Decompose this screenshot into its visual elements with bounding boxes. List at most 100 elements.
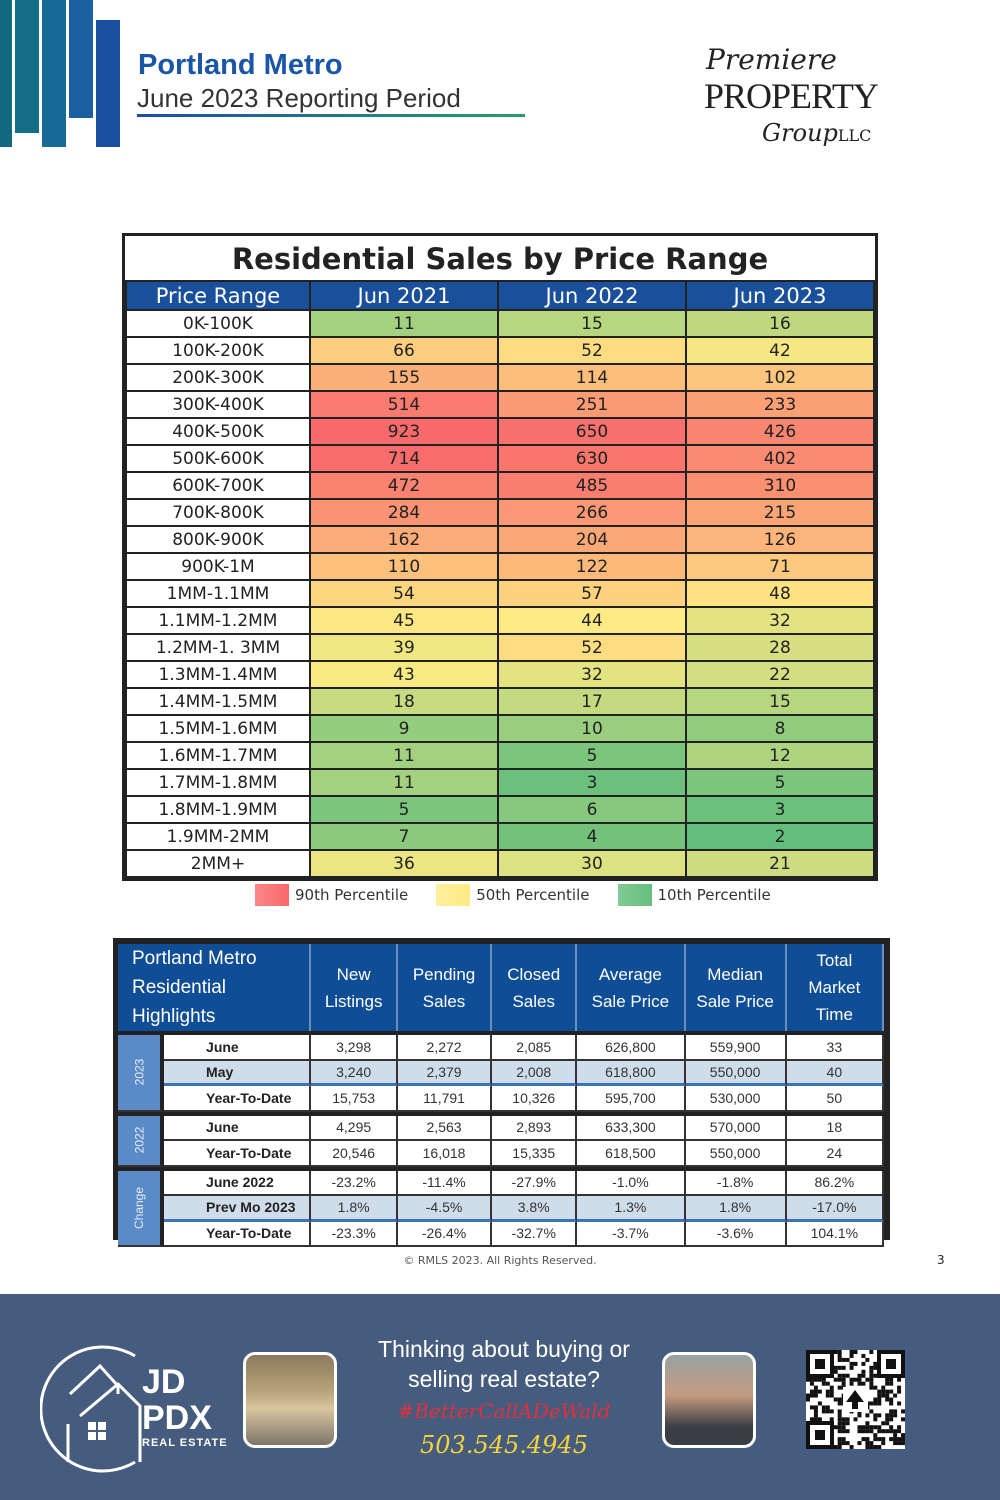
row-label: Year-To-Date bbox=[164, 1221, 312, 1247]
price-range-table: Residential Sales by Price Range Price R… bbox=[122, 233, 878, 881]
value-cell: -1.0% bbox=[577, 1170, 686, 1196]
jd-pdx-logo: JD PDX REAL ESTATE bbox=[40, 1344, 230, 1474]
table-row: 900K-1M 110 122 71 bbox=[125, 552, 875, 581]
table-row: 700K-800K 284 266 215 bbox=[125, 498, 875, 527]
value-cell: 2,272 bbox=[397, 1035, 493, 1061]
value-cell: 595,700 bbox=[577, 1086, 686, 1112]
value-cell: 104.1% bbox=[786, 1221, 884, 1247]
table-row: 0K-100K 11 15 16 bbox=[125, 309, 875, 338]
table-row: 1.1MM-1.2MM 45 44 32 bbox=[125, 606, 875, 635]
value-cell: 16,018 bbox=[397, 1141, 493, 1167]
price-range-cell: 700K-800K bbox=[125, 498, 311, 527]
value-cell: -26.4% bbox=[397, 1221, 493, 1247]
highlights-table: Portland Metro Residential Highlights New… bbox=[113, 938, 890, 1247]
sales-count-cell: 45 bbox=[309, 606, 499, 635]
price-range-cell: 800K-900K bbox=[125, 525, 311, 554]
table-row: 800K-900K 162 204 126 bbox=[125, 525, 875, 554]
legend-label: 90th Percentile bbox=[295, 886, 409, 904]
row-label: June bbox=[164, 1035, 312, 1061]
price-range-cell: 600K-700K bbox=[125, 471, 311, 500]
table-row: 100K-200K 66 52 42 bbox=[125, 336, 875, 365]
value-cell: 50 bbox=[786, 1086, 884, 1112]
table-row: 1.3MM-1.4MM 43 32 22 bbox=[125, 660, 875, 689]
value-cell: 3,298 bbox=[311, 1035, 398, 1061]
sales-count-cell: 10 bbox=[497, 714, 687, 743]
logo-jd: JD bbox=[142, 1363, 186, 1401]
value-cell: 1.8% bbox=[311, 1196, 398, 1222]
agent-photo-man bbox=[662, 1352, 756, 1448]
sales-count-cell: 284 bbox=[309, 498, 499, 527]
page-number: 3 bbox=[937, 1253, 945, 1267]
logo-pdx: PDX bbox=[142, 1399, 212, 1437]
sales-count-cell: 3 bbox=[685, 795, 875, 824]
sales-count-cell: 215 bbox=[685, 498, 875, 527]
column-header: Closed Sales bbox=[492, 944, 578, 1031]
sales-count-cell: 923 bbox=[309, 417, 499, 446]
qr-code[interactable] bbox=[806, 1350, 906, 1450]
legend-item: 50th Percentile bbox=[436, 884, 590, 906]
price-range-cell: 1.8MM-1.9MM bbox=[125, 795, 311, 824]
sales-count-cell: 44 bbox=[497, 606, 687, 635]
sales-count-cell: 204 bbox=[497, 525, 687, 554]
value-cell: -11.4% bbox=[397, 1170, 493, 1196]
price-range-cell: 1.9MM-2MM bbox=[125, 822, 311, 851]
hashtag: #BetterCallADeWald bbox=[397, 1399, 611, 1423]
sales-count-cell: 17 bbox=[497, 687, 687, 716]
value-cell: 3.8% bbox=[492, 1196, 578, 1222]
table-row: Prev Mo 2023 1.8% -4.5% 3.8% 1.3% 1.8% -17.0% bbox=[118, 1196, 884, 1222]
sales-count-cell: 42 bbox=[685, 336, 875, 365]
value-cell: 530,000 bbox=[685, 1086, 787, 1112]
sales-count-cell: 11 bbox=[309, 768, 499, 797]
reporting-period: June 2023 Reporting Period bbox=[137, 83, 461, 113]
value-cell: 10,326 bbox=[492, 1086, 578, 1112]
price-range-cell: 500K-600K bbox=[125, 444, 311, 473]
sales-count-cell: 39 bbox=[309, 633, 499, 662]
table-row: May 3,240 2,379 2,008 618,800 550,000 40 bbox=[118, 1060, 884, 1086]
value-cell: 40 bbox=[786, 1060, 884, 1086]
value-cell: 33 bbox=[786, 1035, 884, 1061]
table-row: 600K-700K 472 485 310 bbox=[125, 471, 875, 500]
value-cell: -1.8% bbox=[685, 1170, 787, 1196]
legend-swatch bbox=[617, 884, 652, 906]
price-range-cell: 400K-500K bbox=[125, 417, 311, 446]
table-row: 2MM+ 36 30 21 bbox=[125, 849, 875, 878]
legend-item: 10th Percentile bbox=[617, 884, 771, 906]
logo-suffix: LLC bbox=[837, 126, 872, 145]
sales-count-cell: 114 bbox=[497, 363, 687, 392]
column-header: Pending Sales bbox=[397, 944, 493, 1031]
sales-count-cell: 102 bbox=[685, 363, 875, 392]
value-cell: 1.3% bbox=[577, 1196, 686, 1222]
value-cell: 2,893 bbox=[492, 1115, 578, 1141]
sales-count-cell: 71 bbox=[685, 552, 875, 581]
table-row: 500K-600K 714 630 402 bbox=[125, 444, 875, 473]
legend-label: 50th Percentile bbox=[476, 886, 590, 904]
sales-count-cell: 52 bbox=[497, 633, 687, 662]
sales-count-cell: 110 bbox=[309, 552, 499, 581]
table-row: 1.6MM-1.7MM 11 5 12 bbox=[125, 741, 875, 770]
column-header: Price Range bbox=[125, 282, 311, 311]
table-row: 1.8MM-1.9MM 5 6 3 bbox=[125, 795, 875, 824]
price-range-cell: 1MM-1.1MM bbox=[125, 579, 311, 608]
value-cell: -27.9% bbox=[492, 1170, 578, 1196]
sales-count-cell: 11 bbox=[309, 309, 499, 338]
sales-count-cell: 30 bbox=[497, 849, 687, 878]
sales-count-cell: 514 bbox=[309, 390, 499, 419]
value-cell: 18 bbox=[786, 1115, 884, 1141]
agent-photo-woman bbox=[243, 1352, 337, 1448]
sales-count-cell: 12 bbox=[685, 741, 875, 770]
sales-count-cell: 5 bbox=[309, 795, 499, 824]
row-label: Prev Mo 2023 bbox=[164, 1196, 312, 1222]
sales-count-cell: 18 bbox=[309, 687, 499, 716]
sales-count-cell: 162 bbox=[309, 525, 499, 554]
row-label: June bbox=[164, 1115, 312, 1141]
sales-count-cell: 2 bbox=[685, 822, 875, 851]
sales-count-cell: 233 bbox=[685, 390, 875, 419]
sales-count-cell: 472 bbox=[309, 471, 499, 500]
sales-count-cell: 5 bbox=[497, 741, 687, 770]
phone-number[interactable]: 503.545.4945 bbox=[420, 1431, 588, 1459]
sales-count-cell: 310 bbox=[685, 471, 875, 500]
value-cell: -4.5% bbox=[397, 1196, 493, 1222]
value-cell: 2,563 bbox=[397, 1115, 493, 1141]
price-range-cell: 200K-300K bbox=[125, 363, 311, 392]
table-row: 1.2MM-1. 3MM 39 52 28 bbox=[125, 633, 875, 662]
